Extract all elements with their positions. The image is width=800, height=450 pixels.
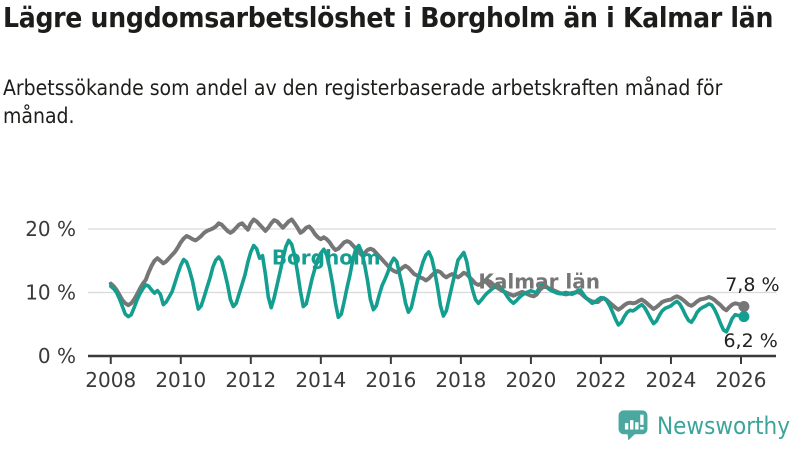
chart-annotation: Borgholm bbox=[272, 246, 381, 270]
y-tick-label: 10 % bbox=[25, 281, 76, 305]
x-tick-label: 2020 bbox=[505, 368, 556, 392]
series-line-borgholm bbox=[109, 238, 746, 334]
y-tick-label: 20 % bbox=[25, 217, 76, 241]
x-tick-label: 2026 bbox=[716, 368, 767, 392]
chart-annotation: 7,8 % bbox=[725, 274, 779, 296]
x-tick-label: 2008 bbox=[85, 368, 136, 392]
brand-footer: Newsworthy bbox=[616, 407, 790, 445]
x-tick-label: 2018 bbox=[435, 368, 486, 392]
x-tick-label: 2016 bbox=[365, 368, 416, 392]
x-tick-label: 2010 bbox=[155, 368, 206, 392]
x-tick-label: 2024 bbox=[646, 368, 697, 392]
series-line-kalmar-l-n bbox=[108, 217, 746, 313]
chart-subtitle: Arbetssökande som andel av den registerb… bbox=[3, 75, 723, 128]
brand-name: Newsworthy bbox=[656, 412, 790, 440]
chart-annotation: Kalmar län bbox=[478, 270, 600, 294]
chart-annotation: 6,2 % bbox=[723, 330, 777, 352]
series-end-dot bbox=[738, 300, 750, 312]
chart-header: Lägre ungdomsarbetslöshet i Borgholm än … bbox=[3, 1, 783, 131]
x-tick-label: 2012 bbox=[225, 368, 276, 392]
x-tick-label: 2022 bbox=[575, 368, 626, 392]
series-end-dot bbox=[738, 311, 750, 323]
newsworthy-logo-icon bbox=[616, 407, 650, 445]
page-title: Lägre ungdomsarbetslöshet i Borgholm än … bbox=[3, 1, 774, 34]
x-tick-label: 2014 bbox=[295, 368, 346, 392]
y-tick-label: 0 % bbox=[38, 344, 76, 368]
